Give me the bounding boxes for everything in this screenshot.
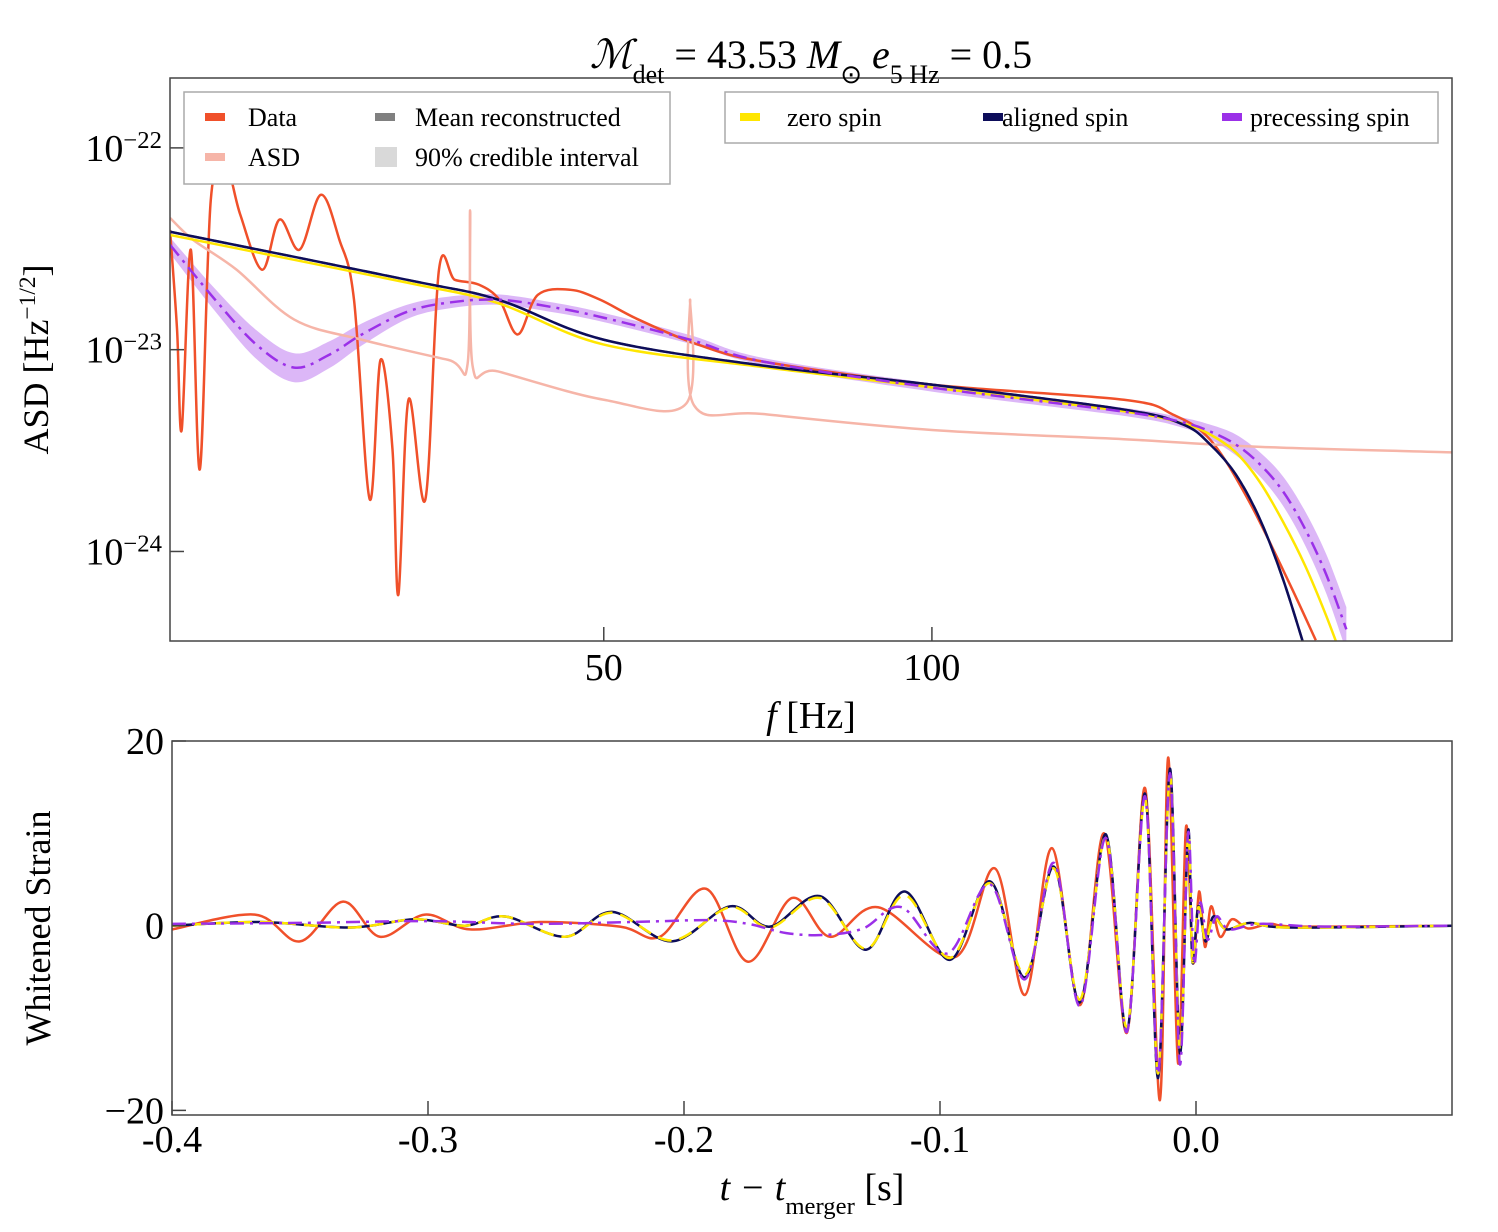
y-tick-label-base: 10: [85, 330, 123, 372]
chart-title-part: = 43.53: [664, 32, 807, 77]
y-tick-label: 10−24: [85, 530, 162, 574]
y-tick-label-exp: −24: [123, 530, 162, 557]
y-tick-label-base: 10: [85, 128, 123, 170]
x-axis-label-part: t − t: [720, 1167, 787, 1209]
chart-title-part: ℳ: [590, 32, 638, 77]
y-tick-label: −20: [105, 1090, 164, 1132]
legend-marker: [740, 113, 760, 121]
series-line: [170, 209, 1452, 454]
legend-marker: [205, 153, 225, 161]
chart-title-part: 5 Hz: [890, 60, 940, 89]
legend-label: zero spin: [787, 103, 882, 132]
chart-title: ℳdet = 43.53 M⊙ e5 Hz = 0.5: [590, 32, 1032, 89]
y-axis-label: ASD [Hz−1/2]: [15, 264, 56, 454]
x-tick-label: 100: [903, 647, 960, 689]
y-tick-label-exp: −22: [123, 126, 162, 153]
y-tick-label-base: −20: [105, 1090, 164, 1132]
x-axis-label-part: [Hz]: [777, 695, 856, 737]
plot-area: [172, 756, 1452, 1102]
x-axis-label: t − tmerger [s]: [720, 1167, 905, 1220]
y-tick-label: 10−23: [85, 328, 162, 372]
y-axis-label: Whitened Strain: [18, 811, 58, 1046]
x-axis-label-part: [s]: [855, 1167, 905, 1209]
legend-label: 90% credible interval: [415, 143, 639, 172]
x-tick-label: -0.2: [654, 1119, 714, 1161]
legend-marker: [205, 113, 225, 121]
series-line: [170, 243, 1348, 630]
legend-marker: [375, 147, 397, 167]
legend-label: precessing spin: [1250, 103, 1410, 132]
legend-marker: [983, 113, 1003, 121]
x-tick-label: 0.0: [1172, 1119, 1220, 1161]
plot-frame: [171, 740, 1453, 1116]
legend-label: aligned spin: [1002, 103, 1128, 132]
chart-title-part: det: [633, 60, 666, 89]
legend-box: [183, 91, 671, 185]
legend-marker: [1222, 113, 1242, 121]
legend-label: Data: [248, 103, 298, 132]
series-line: [170, 233, 1338, 641]
y-tick-label: 10−22: [85, 126, 162, 170]
credible-band: [170, 237, 1347, 641]
y-axis-label-part: Whitened Strain: [18, 811, 58, 1046]
legend-marker: [375, 113, 395, 121]
y-tick-label-base: 10: [85, 531, 123, 573]
series-line: [172, 772, 1452, 1075]
x-axis-label-part: merger: [785, 1193, 854, 1220]
x-tick-label: -0.4: [142, 1119, 202, 1161]
y-axis-label-part: ASD [Hz: [16, 320, 56, 455]
plot-area: [170, 160, 1452, 641]
series-line: [170, 230, 1304, 641]
y-axis-label-part: ]: [16, 264, 56, 276]
chart-title-part: ⊙: [840, 60, 862, 89]
legend-label: ASD: [248, 143, 300, 172]
y-tick-label-exp: −23: [123, 328, 162, 355]
x-axis-label: f [Hz]: [766, 695, 856, 737]
plot-frame: [169, 77, 1453, 642]
legend-label: Mean reconstructed: [415, 103, 621, 132]
y-axis-label-part: −1/2: [15, 276, 41, 319]
y-tick-label: 0: [145, 906, 164, 948]
y-tick-label: 20: [126, 721, 164, 763]
x-tick-label: -0.3: [398, 1119, 458, 1161]
x-tick-label: -0.1: [910, 1119, 970, 1161]
chart-title-part: e: [862, 32, 890, 77]
legend-box: [724, 91, 1439, 144]
x-tick-label: 50: [585, 647, 623, 689]
series-line: [170, 160, 1317, 641]
chart-title-part: = 0.5: [940, 32, 1033, 77]
series-line: [172, 756, 1452, 1102]
chart-title-part: M: [806, 32, 843, 77]
